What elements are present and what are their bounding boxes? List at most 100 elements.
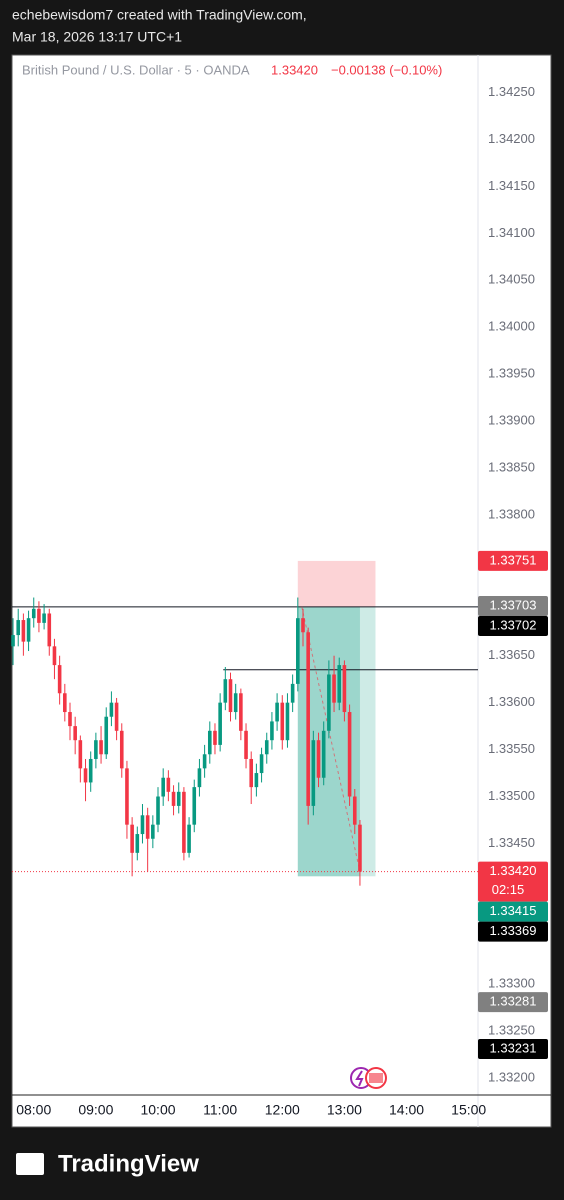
candle-body bbox=[119, 730, 124, 769]
candle-body bbox=[358, 824, 362, 872]
candle-body bbox=[57, 665, 62, 694]
price-tag-label: 1.33281 bbox=[490, 994, 537, 1009]
y-tick-label: 1.34200 bbox=[488, 131, 535, 146]
date-line: Mar 18, 2026 13:17 UTC+1 bbox=[12, 29, 182, 45]
y-tick-label: 1.34000 bbox=[488, 319, 535, 334]
y-tick-label: 1.33550 bbox=[488, 741, 535, 756]
candle-body bbox=[42, 613, 46, 623]
x-tick-label: 14:00 bbox=[389, 1102, 424, 1118]
candle-body bbox=[21, 620, 26, 642]
candle-body bbox=[285, 702, 290, 741]
candle-body bbox=[270, 721, 274, 741]
candle-body bbox=[73, 726, 77, 741]
candle-body bbox=[125, 768, 129, 825]
price-tag bbox=[478, 1039, 548, 1060]
candle-body bbox=[140, 815, 145, 835]
candle-body bbox=[352, 796, 357, 825]
candle-body bbox=[182, 791, 186, 853]
candle-body bbox=[99, 740, 103, 755]
price-tag bbox=[478, 595, 548, 616]
y-tick-label: 1.34050 bbox=[488, 272, 535, 287]
candle-body bbox=[94, 740, 98, 759]
stop-zone bbox=[297, 560, 376, 607]
symbol-legend: British Pound / U.S. Dollar · 5 · OANDA bbox=[22, 62, 250, 77]
x-tick-label: 10:00 bbox=[140, 1102, 175, 1118]
logo-mark bbox=[16, 1153, 44, 1175]
chart-panel bbox=[11, 54, 552, 1128]
candle-body bbox=[239, 693, 243, 731]
candle-body bbox=[187, 824, 191, 853]
candle-body bbox=[202, 754, 207, 769]
candle-body bbox=[321, 730, 326, 778]
candle-body bbox=[161, 777, 165, 797]
y-tick-label: 1.33450 bbox=[488, 835, 535, 850]
candle-body bbox=[63, 693, 67, 713]
brand: TradingView bbox=[58, 1150, 199, 1177]
candle-body bbox=[114, 702, 119, 731]
candle-body bbox=[342, 665, 347, 713]
candle-body bbox=[244, 730, 248, 759]
price-tag-label: 1.33420 bbox=[490, 863, 537, 878]
y-tick-label: 1.34100 bbox=[488, 225, 535, 240]
candle-body bbox=[78, 740, 83, 769]
candle-body bbox=[290, 683, 295, 703]
candle-body bbox=[145, 815, 150, 839]
candle-body bbox=[104, 716, 109, 755]
y-tick-label: 1.33650 bbox=[488, 647, 535, 662]
last-price: 1.33420 bbox=[271, 62, 318, 77]
candle-body bbox=[83, 768, 88, 783]
candle-body bbox=[47, 613, 52, 647]
event-icon-bolt bbox=[355, 1070, 364, 1087]
candle-body bbox=[176, 791, 181, 806]
price-tag-label: 1.33415 bbox=[490, 903, 537, 918]
candle-body bbox=[296, 618, 300, 684]
price-tag bbox=[478, 550, 548, 571]
candle-body bbox=[275, 702, 279, 722]
y-tick-label: 1.33250 bbox=[488, 1023, 535, 1038]
author-line: echebewisdom7 created with TradingView.c… bbox=[12, 7, 307, 23]
candle-body bbox=[197, 768, 202, 788]
candle-body bbox=[347, 712, 352, 797]
candle-body bbox=[109, 702, 114, 717]
y-tick-label: 1.33850 bbox=[488, 459, 535, 474]
candle-body bbox=[213, 730, 217, 745]
y-tick-label: 1.34150 bbox=[488, 178, 535, 193]
flag-icon bbox=[369, 1073, 383, 1083]
candle-body bbox=[171, 791, 176, 806]
plot: 1.34250 1.34200 1.34150 1.34100 1.34050 1.340… bbox=[11, 84, 548, 1118]
x-tick-label: 12:00 bbox=[265, 1102, 300, 1118]
change: −0.00138 (−0.10%) bbox=[331, 62, 442, 77]
candle-body bbox=[156, 796, 160, 825]
candle-body bbox=[223, 679, 228, 703]
candle-body bbox=[259, 754, 264, 774]
x-tick-label: 11:00 bbox=[203, 1102, 237, 1118]
candle-body bbox=[135, 834, 140, 853]
candle-body bbox=[26, 618, 31, 642]
candle-body bbox=[88, 758, 93, 783]
candle-body bbox=[37, 608, 41, 623]
price-tag bbox=[478, 992, 548, 1013]
candle-body bbox=[249, 758, 254, 788]
countdown: 02:15 bbox=[492, 882, 525, 897]
y-tick-label: 1.33800 bbox=[488, 506, 535, 521]
candle-body bbox=[228, 679, 233, 713]
candle-body bbox=[337, 665, 342, 703]
candle-body bbox=[218, 702, 222, 745]
candle-body bbox=[233, 693, 238, 713]
y-tick-label: 1.33500 bbox=[488, 788, 535, 803]
x-tick-label: 09:00 bbox=[78, 1102, 113, 1118]
y-tick-label: 1.33950 bbox=[488, 366, 535, 381]
y-tick-label: 1.33600 bbox=[488, 694, 535, 709]
candle-body bbox=[327, 674, 331, 731]
candle-body bbox=[68, 712, 72, 727]
y-tick-label: 1.33200 bbox=[488, 1070, 535, 1085]
candle-body bbox=[31, 608, 36, 619]
y-tick-label: 1.33300 bbox=[488, 976, 535, 991]
price-tag-label: 1.33231 bbox=[490, 1040, 537, 1055]
candle-body bbox=[11, 635, 15, 647]
candle-body bbox=[166, 777, 171, 792]
candle-body bbox=[52, 646, 57, 666]
x-tick-label: 13:00 bbox=[327, 1102, 362, 1118]
candle-body bbox=[301, 618, 305, 633]
